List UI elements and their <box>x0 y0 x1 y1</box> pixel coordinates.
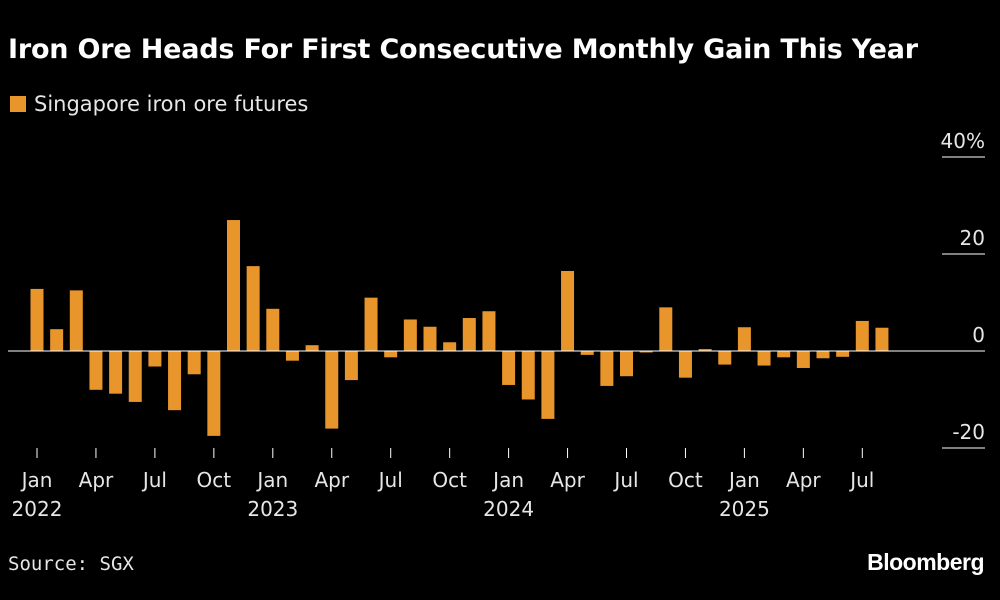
bar <box>148 351 162 367</box>
y-tick-label: -20 <box>952 420 985 444</box>
x-tick-month-label: Jul <box>848 468 874 492</box>
x-tick-year-label: 2022 <box>12 497 63 521</box>
bar <box>777 351 791 358</box>
bar <box>443 342 457 351</box>
bar <box>875 327 889 351</box>
y-axis-labels: 40% 20 0 -20 <box>941 129 985 444</box>
bar <box>227 220 240 351</box>
bar <box>796 351 810 368</box>
x-tick-month-label: Jan <box>255 468 288 492</box>
bar <box>502 351 516 385</box>
bars <box>30 220 889 436</box>
bar <box>816 351 830 359</box>
bar <box>364 297 378 351</box>
bar <box>639 351 653 353</box>
y-gridlines <box>942 156 985 449</box>
bar <box>325 351 339 429</box>
x-tick-month-label: Apr <box>314 468 349 492</box>
x-tick-month-label: Jan <box>491 468 524 492</box>
y-tick-label: 0 <box>972 323 985 347</box>
x-tick-month-label: Jan <box>20 468 53 492</box>
bar <box>30 288 44 351</box>
bar <box>285 351 299 361</box>
bar <box>600 351 614 386</box>
bar <box>50 329 64 351</box>
bar <box>462 318 476 351</box>
bar <box>187 351 201 375</box>
x-tick-month-label: Apr <box>786 468 821 492</box>
legend: Singapore iron ore futures <box>10 92 308 116</box>
bar <box>69 290 83 351</box>
bar <box>305 345 319 351</box>
x-tick-month-label: Oct <box>197 468 232 492</box>
bar <box>403 319 417 351</box>
x-tick-month-label: Oct <box>432 468 467 492</box>
bloomberg-logo: Bloomberg <box>867 549 984 575</box>
bar <box>207 351 221 436</box>
x-tick-month-label: Jul <box>141 468 167 492</box>
bar <box>718 351 732 365</box>
bar <box>109 351 123 394</box>
bar <box>521 351 535 400</box>
bar <box>482 311 496 351</box>
bar <box>128 351 142 402</box>
bar <box>836 351 850 357</box>
bar <box>620 351 633 377</box>
bar <box>384 351 398 358</box>
x-tick-month-label: Oct <box>668 468 703 492</box>
chart-title: Iron Ore Heads For First Consecutive Mon… <box>8 34 918 65</box>
x-tick-month-label: Jul <box>377 468 403 492</box>
x-tick-year-label: 2025 <box>719 497 770 521</box>
y-tick-label: 20 <box>960 226 985 250</box>
x-tick-month-label: Jan <box>727 468 760 492</box>
bar <box>168 351 182 411</box>
bar <box>266 308 280 351</box>
bar <box>698 349 712 351</box>
bar <box>737 327 751 351</box>
bar <box>344 351 358 381</box>
bar <box>423 326 437 351</box>
x-tick-year-label: 2023 <box>247 497 298 521</box>
bar <box>678 351 692 378</box>
bar <box>757 351 771 366</box>
bar <box>89 351 103 390</box>
x-tick-month-label: Apr <box>550 468 585 492</box>
x-tick-year-label: 2024 <box>483 497 534 521</box>
legend-label: Singapore iron ore futures <box>34 92 309 116</box>
x-tick-month-label: Jul <box>612 468 638 492</box>
x-tick-month-label: Apr <box>79 468 114 492</box>
bar <box>580 351 594 355</box>
x-axis-ticks: Jan 2022 Apr Jul Oct Jan 2023 Apr Jul Oct Jan 2024 A… <box>12 448 874 521</box>
bar <box>561 270 575 351</box>
bar <box>855 320 869 351</box>
bar <box>246 266 260 351</box>
y-tick-label: 40% <box>941 129 985 153</box>
legend-swatch <box>10 96 26 112</box>
bar <box>541 351 555 419</box>
bar <box>659 307 673 351</box>
source-note: Source: SGX <box>8 553 134 575</box>
